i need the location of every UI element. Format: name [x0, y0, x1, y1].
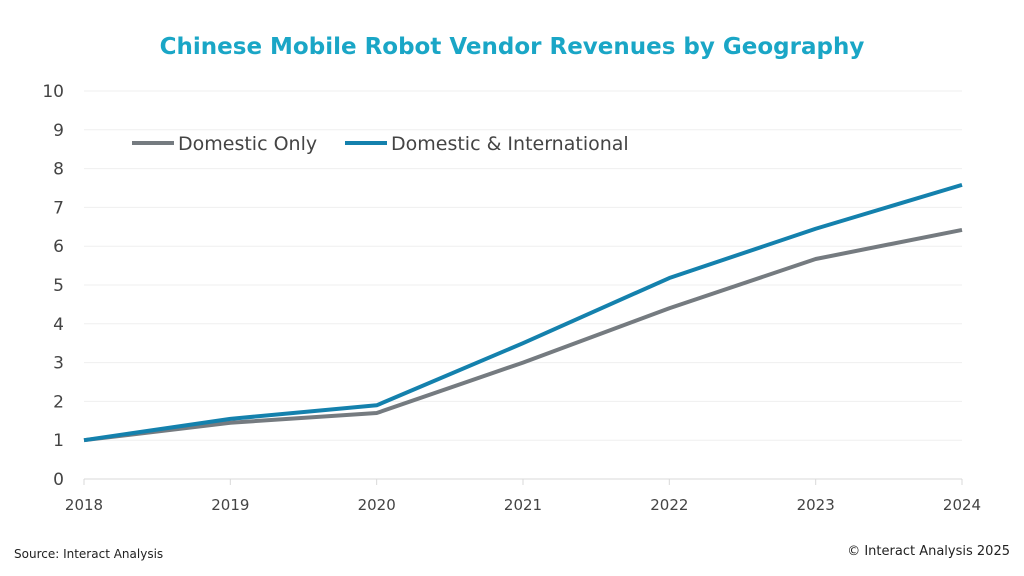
y-tick-label: 0	[53, 470, 64, 490]
x-tick-label: 2022	[650, 496, 688, 514]
legend-label: Domestic Only	[178, 133, 317, 155]
y-tick-label: 6	[53, 237, 64, 257]
legend-label: Domestic & International	[391, 133, 629, 155]
series-line-1	[83, 182, 963, 443]
y-tick-label: 3	[53, 354, 64, 374]
y-tick-label: 8	[53, 160, 64, 180]
series-lines	[83, 182, 963, 443]
y-tick-label: 5	[53, 276, 64, 296]
x-axis-ticks: 2018 2019 2020 2021 2022 2023 2024	[65, 479, 981, 514]
y-tick-label: 10	[42, 82, 64, 102]
chart-title: Chinese Mobile Robot Vendor Revenues by …	[159, 34, 865, 60]
x-tick-label: 2021	[504, 496, 542, 514]
copyright-note: © Interact Analysis 2025	[847, 544, 1010, 559]
y-tick-label: 2	[53, 392, 64, 412]
x-tick-label: 2019	[211, 496, 249, 514]
legend: Domestic Only Domestic & International	[132, 133, 629, 155]
source-note: Source: Interact Analysis	[14, 547, 164, 561]
y-tick-label: 7	[53, 198, 64, 218]
x-tick-label: 2018	[65, 496, 103, 514]
y-axis-ticks: 0 1 2 3 4 5 6 7 8 9 10	[42, 82, 64, 490]
x-tick-label: 2020	[358, 496, 396, 514]
y-tick-label: 1	[53, 431, 64, 451]
gridlines	[84, 90, 962, 480]
y-tick-label: 4	[53, 315, 64, 335]
x-tick-label: 2023	[797, 496, 835, 514]
series-line-0	[83, 227, 963, 443]
y-tick-label: 9	[53, 121, 64, 141]
x-tick-label: 2024	[943, 496, 981, 514]
